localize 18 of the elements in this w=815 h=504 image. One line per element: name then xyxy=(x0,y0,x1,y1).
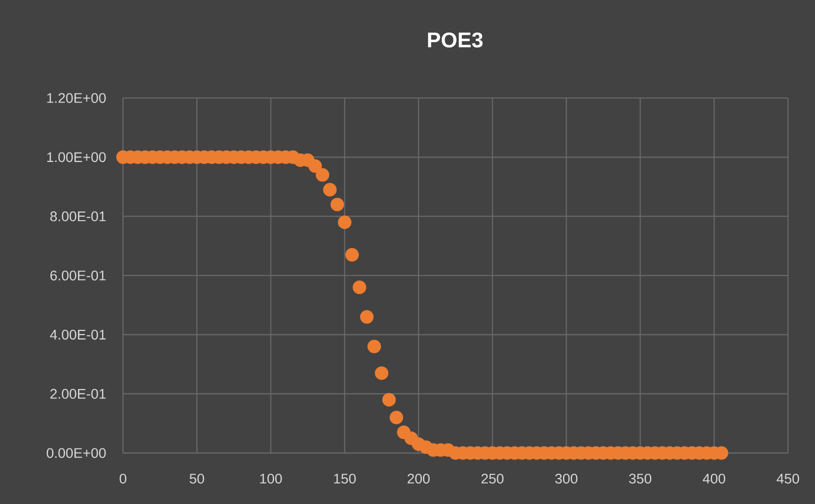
x-tick-label: 400 xyxy=(702,474,726,484)
y-tick-label: 6.00E-01 xyxy=(50,270,106,280)
x-tick-label: 450 xyxy=(776,474,800,484)
x-tick-label: 300 xyxy=(555,474,578,484)
x-tick-label: 0 xyxy=(120,474,126,484)
x-tick-label: 200 xyxy=(408,474,430,484)
x-tick-label: 150 xyxy=(334,474,356,484)
chart-title: POE3 xyxy=(428,32,483,48)
x-tick-label: 250 xyxy=(482,474,504,484)
x-tick-label: 100 xyxy=(260,474,282,484)
x-tick-label: 350 xyxy=(629,474,652,484)
x-tick-label: 50 xyxy=(190,474,204,484)
y-tick-label: 1.00E+00 xyxy=(47,152,106,162)
y-tick-label: 0.00E+00 xyxy=(46,448,106,458)
y-tick-label: 2.00E-01 xyxy=(50,388,106,399)
y-tick-label: 1.20E+00 xyxy=(47,93,106,103)
y-tick-label: 4.00E-01 xyxy=(50,330,106,340)
y-tick-label: 8.00E-01 xyxy=(50,211,106,222)
